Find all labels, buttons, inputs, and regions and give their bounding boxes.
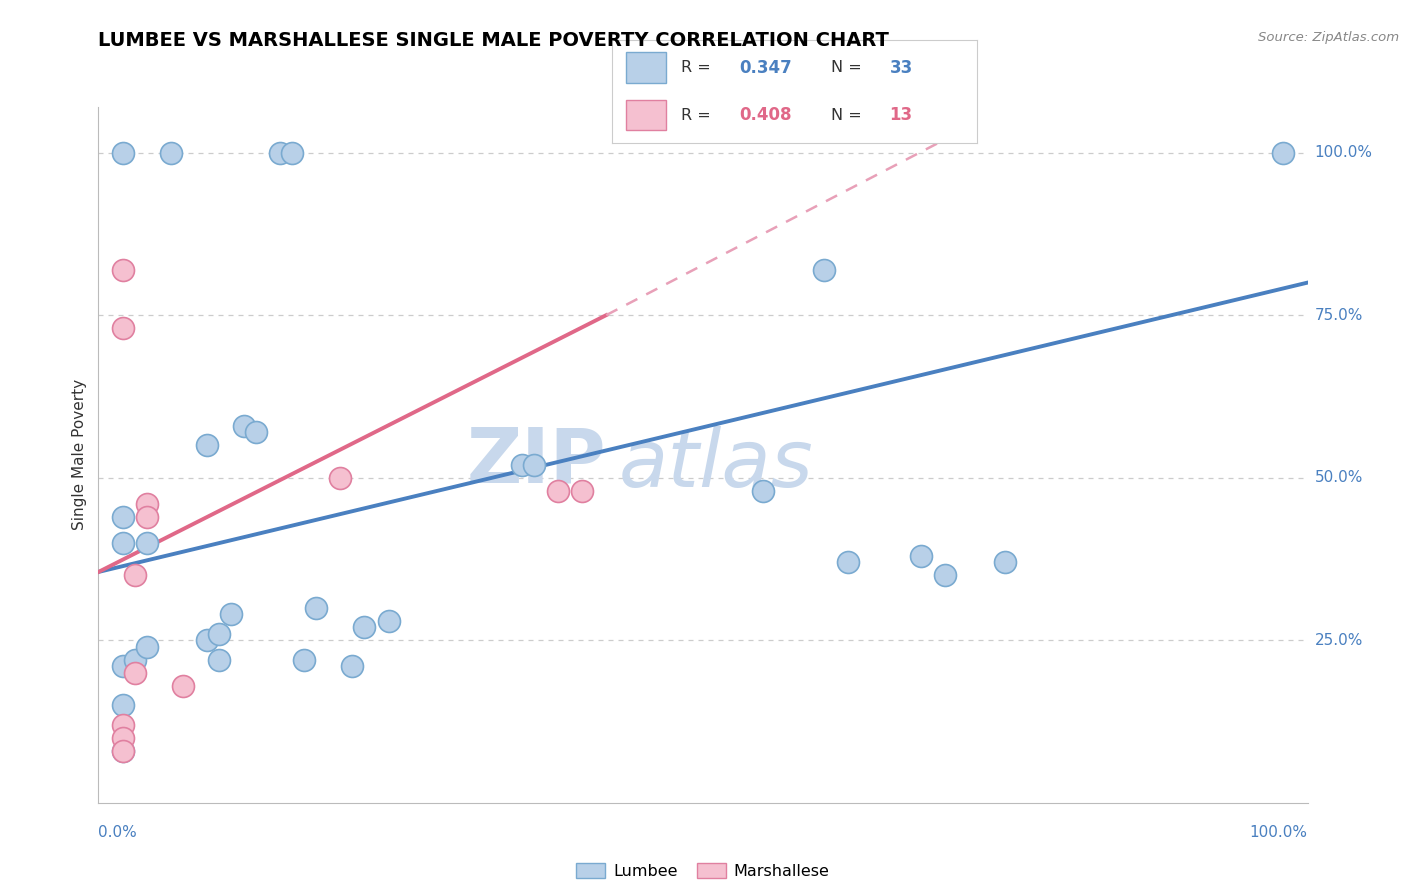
- Marshallese: [135, 497, 157, 511]
- Marshallese: [111, 262, 134, 277]
- Lumbee: [934, 568, 956, 582]
- Lumbee: [281, 145, 304, 160]
- Lumbee: [208, 626, 231, 640]
- Text: 0.408: 0.408: [740, 106, 792, 124]
- Lumbee: [111, 744, 134, 758]
- Marshallese: [571, 483, 593, 498]
- Lumbee: [510, 458, 533, 472]
- Marshallese: [111, 718, 134, 732]
- Text: 0.0%: 0.0%: [98, 825, 138, 840]
- Text: 13: 13: [890, 106, 912, 124]
- Text: 100.0%: 100.0%: [1315, 145, 1372, 160]
- Lumbee: [245, 425, 267, 439]
- Lumbee: [221, 607, 243, 622]
- Lumbee: [195, 633, 218, 648]
- Lumbee: [135, 640, 157, 654]
- Marshallese: [547, 483, 569, 498]
- Text: 100.0%: 100.0%: [1250, 825, 1308, 840]
- Marshallese: [111, 321, 134, 335]
- Lumbee: [1272, 145, 1295, 160]
- Lumbee: [111, 509, 134, 524]
- Lumbee: [135, 535, 157, 549]
- Text: ZIP: ZIP: [467, 425, 606, 499]
- Lumbee: [752, 483, 775, 498]
- Lumbee: [910, 549, 932, 563]
- Lumbee: [124, 653, 146, 667]
- Text: R =: R =: [681, 108, 716, 122]
- Text: 25.0%: 25.0%: [1315, 632, 1362, 648]
- Text: LUMBEE VS MARSHALLESE SINGLE MALE POVERTY CORRELATION CHART: LUMBEE VS MARSHALLESE SINGLE MALE POVERT…: [98, 31, 890, 50]
- Lumbee: [269, 145, 291, 160]
- Lumbee: [523, 458, 546, 472]
- Lumbee: [377, 614, 399, 628]
- Lumbee: [837, 555, 859, 569]
- Marshallese: [124, 665, 146, 680]
- Marshallese: [329, 471, 352, 485]
- Marshallese: [111, 731, 134, 745]
- Lumbee: [292, 653, 315, 667]
- Text: atlas: atlas: [619, 426, 813, 504]
- Lumbee: [208, 653, 231, 667]
- Text: Source: ZipAtlas.com: Source: ZipAtlas.com: [1258, 31, 1399, 45]
- Text: 0.347: 0.347: [740, 59, 793, 77]
- Lumbee: [111, 659, 134, 673]
- Lumbee: [994, 555, 1017, 569]
- Lumbee: [111, 698, 134, 713]
- Text: 50.0%: 50.0%: [1315, 470, 1362, 485]
- Text: 75.0%: 75.0%: [1315, 308, 1362, 323]
- Lumbee: [111, 535, 134, 549]
- Lumbee: [342, 659, 364, 673]
- Lumbee: [305, 600, 328, 615]
- Marshallese: [124, 568, 146, 582]
- Text: N =: N =: [831, 61, 868, 75]
- Marshallese: [111, 744, 134, 758]
- Legend: Lumbee, Marshallese: Lumbee, Marshallese: [569, 856, 837, 885]
- Text: N =: N =: [831, 108, 868, 122]
- Lumbee: [160, 145, 183, 160]
- Marshallese: [172, 679, 194, 693]
- Text: R =: R =: [681, 61, 716, 75]
- Lumbee: [353, 620, 375, 634]
- FancyBboxPatch shape: [626, 100, 666, 130]
- Y-axis label: Single Male Poverty: Single Male Poverty: [72, 379, 87, 531]
- Lumbee: [813, 262, 835, 277]
- Text: 33: 33: [890, 59, 912, 77]
- Marshallese: [135, 509, 157, 524]
- Lumbee: [195, 438, 218, 452]
- FancyBboxPatch shape: [626, 53, 666, 83]
- Lumbee: [111, 145, 134, 160]
- Lumbee: [232, 418, 254, 433]
